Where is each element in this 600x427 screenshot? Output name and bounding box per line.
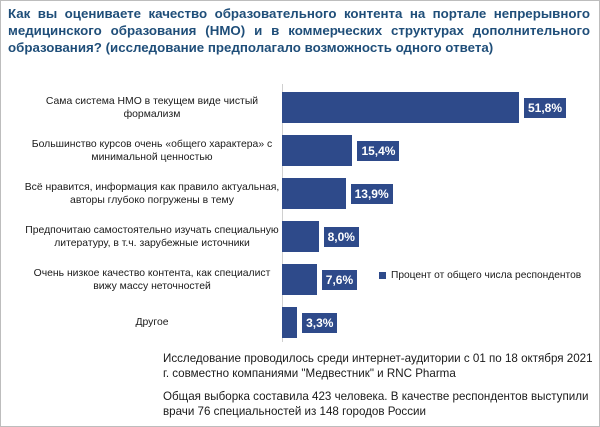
category-label: Предпочитаю самостоятельно изучать специ…: [25, 224, 279, 249]
bar: [282, 307, 298, 338]
data-label: 3,3%: [302, 312, 338, 333]
bar: [282, 135, 353, 166]
category-axis: [282, 84, 283, 342]
bar: [282, 92, 519, 123]
bar: [282, 221, 319, 252]
data-label: 51,8%: [524, 97, 567, 118]
data-label: 7,6%: [321, 269, 358, 290]
category-label: Большинство курсов очень «общего характе…: [31, 138, 273, 163]
bar: [282, 178, 346, 209]
category-label: Очень низкое качество контента, как спец…: [33, 267, 271, 292]
data-label: 15,4%: [357, 140, 400, 161]
chart-legend: Процент от общего числа респондентов: [379, 270, 581, 281]
legend-label: Процент от общего числа респондентов: [391, 270, 582, 281]
category-label: Другое: [135, 317, 169, 328]
category-label: Всё нравится, информация как правило акт…: [24, 181, 280, 206]
data-label: 8,0%: [323, 226, 359, 247]
chart-title: Как вы оцениваете качество образовательн…: [8, 6, 590, 55]
survey-note-period: Исследование проводилось среди интернет-…: [163, 352, 593, 380]
legend-swatch: [379, 272, 386, 279]
category-label: Сама система НМО в текущем виде чистый ф…: [45, 95, 259, 120]
bar: [282, 264, 317, 295]
data-label: 13,9%: [350, 183, 393, 204]
survey-note-sample: Общая выборка составила 423 человека. В …: [163, 390, 589, 418]
